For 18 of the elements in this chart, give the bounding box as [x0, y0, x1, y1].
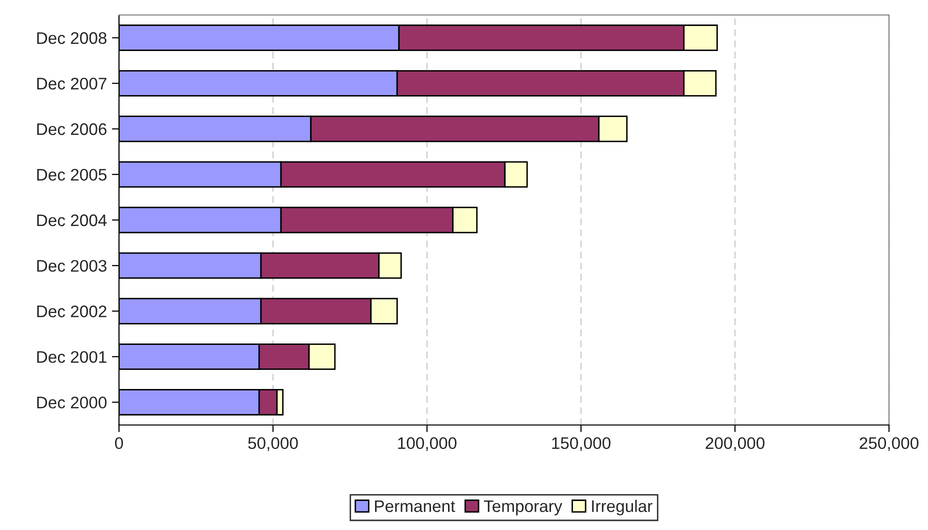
y-tick-label: Dec 2008	[37, 32, 106, 44]
x-tick-label: 0	[115, 437, 123, 450]
y-tick-label: Dec 2004	[37, 214, 107, 226]
legend-label: Temporary	[484, 500, 562, 516]
x-tick-label: 150,000	[552, 437, 610, 452]
y-tick-label: Dec 2002	[37, 306, 106, 318]
y-tick-label: Dec 2005	[37, 168, 106, 181]
x-tick-label: 50,000	[248, 437, 298, 452]
y-tick-label: Dec 2007	[37, 78, 106, 90]
x-tick-label: 200,000	[706, 437, 764, 452]
y-tick-label: Dec 2006	[37, 123, 106, 136]
legend-label: Permanent	[375, 500, 456, 512]
x-tick-label: 250,000	[860, 437, 918, 452]
y-tick-label: Dec 2001	[37, 351, 106, 363]
legend-label: Irregular	[592, 500, 652, 516]
y-tick-label: Dec 2003	[37, 260, 106, 272]
y-tick-label: Dec 2000	[37, 396, 107, 408]
x-tick-label: 100,000	[398, 437, 456, 452]
